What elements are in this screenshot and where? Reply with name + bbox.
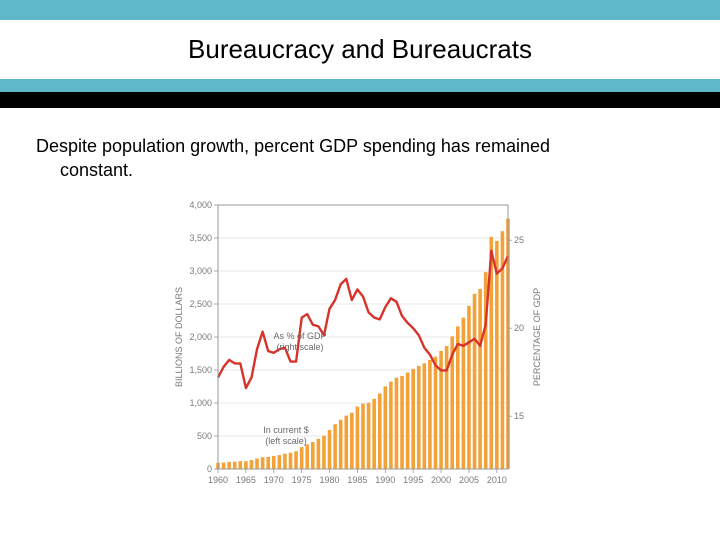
- caption-line-1: Despite population growth, percent GDP s…: [36, 136, 550, 156]
- svg-text:1,500: 1,500: [189, 365, 212, 375]
- svg-text:(right scale): (right scale): [276, 342, 323, 352]
- svg-text:15: 15: [514, 411, 524, 421]
- header-bar: Bureaucracy and Bureaucrats: [0, 0, 720, 92]
- chart-container: 1960196519701975198019851990199520002005…: [36, 191, 684, 501]
- svg-text:2,000: 2,000: [189, 332, 212, 342]
- svg-text:1,000: 1,000: [189, 398, 212, 408]
- divider-bar: [0, 92, 720, 108]
- svg-text:1970: 1970: [264, 475, 284, 485]
- svg-text:1990: 1990: [375, 475, 395, 485]
- svg-text:1995: 1995: [403, 475, 423, 485]
- svg-text:(left scale): (left scale): [265, 436, 307, 446]
- gdp-spending-chart: 1960196519701975198019851990199520002005…: [170, 191, 550, 501]
- slide-body: Despite population growth, percent GDP s…: [0, 108, 720, 501]
- svg-text:2,500: 2,500: [189, 299, 212, 309]
- svg-text:1980: 1980: [320, 475, 340, 485]
- svg-text:As % of GDP: As % of GDP: [273, 331, 326, 341]
- svg-text:1975: 1975: [292, 475, 312, 485]
- svg-text:25: 25: [514, 235, 524, 245]
- svg-text:2000: 2000: [431, 475, 451, 485]
- svg-text:3,500: 3,500: [189, 233, 212, 243]
- svg-text:1960: 1960: [208, 475, 228, 485]
- svg-text:3,000: 3,000: [189, 266, 212, 276]
- svg-text:2005: 2005: [459, 475, 479, 485]
- svg-text:20: 20: [514, 323, 524, 333]
- svg-text:1965: 1965: [236, 475, 256, 485]
- svg-text:0: 0: [207, 464, 212, 474]
- caption-line-2: constant.: [36, 158, 684, 182]
- svg-text:500: 500: [197, 431, 212, 441]
- slide: Bureaucracy and Bureaucrats Despite popu…: [0, 0, 720, 540]
- svg-text:4,000: 4,000: [189, 200, 212, 210]
- svg-text:2010: 2010: [487, 475, 507, 485]
- svg-text:BILLIONS OF DOLLARS: BILLIONS OF DOLLARS: [174, 287, 184, 387]
- svg-text:1985: 1985: [347, 475, 367, 485]
- caption: Despite population growth, percent GDP s…: [36, 134, 684, 183]
- slide-title: Bureaucracy and Bureaucrats: [0, 20, 720, 79]
- svg-text:PERCENTAGE OF GDP: PERCENTAGE OF GDP: [532, 287, 542, 385]
- svg-text:In current $: In current $: [263, 425, 309, 435]
